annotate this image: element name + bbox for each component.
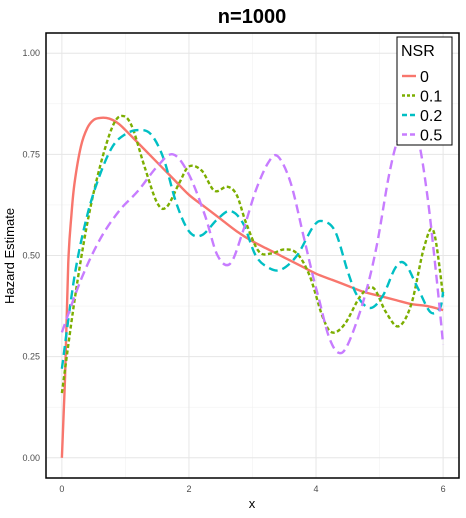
legend-label-3: 0.5 [420,128,442,145]
legend: NSR 0 0.1 0.2 0.5 [396,36,453,146]
y-tick-label: 0.50 [22,251,40,261]
legend-label-1: 0.1 [420,89,442,106]
legend-box [396,36,453,146]
x-tick-label: 2 [186,484,191,494]
series-line-0 [60,116,444,458]
y-axis-label: Hazard Estimate [2,208,17,304]
plot-border [45,32,460,479]
x-tick-label: 6 [441,484,446,494]
series-line-2 [60,128,445,369]
x-axis-label: x [249,496,256,511]
legend-label-2: 0.2 [420,108,442,125]
x-tick-label: 0 [59,484,64,494]
y-tick-label: 0.25 [22,352,40,362]
chart-title: n=1000 [218,6,286,28]
legend-label-0: 0 [420,69,429,86]
series-line-1 [60,114,445,394]
y-tick-label: 0.75 [22,149,40,159]
legend-title: NSR [401,43,435,60]
y-tick-label: 0.00 [22,453,40,463]
x-tick-label: 4 [314,484,319,494]
legend-items: 0 0.1 0.2 0.5 [402,69,442,145]
tick-labels: 0 2 4 60.000.250.500.751.00 [22,48,445,494]
y-tick-label: 1.00 [22,48,40,58]
